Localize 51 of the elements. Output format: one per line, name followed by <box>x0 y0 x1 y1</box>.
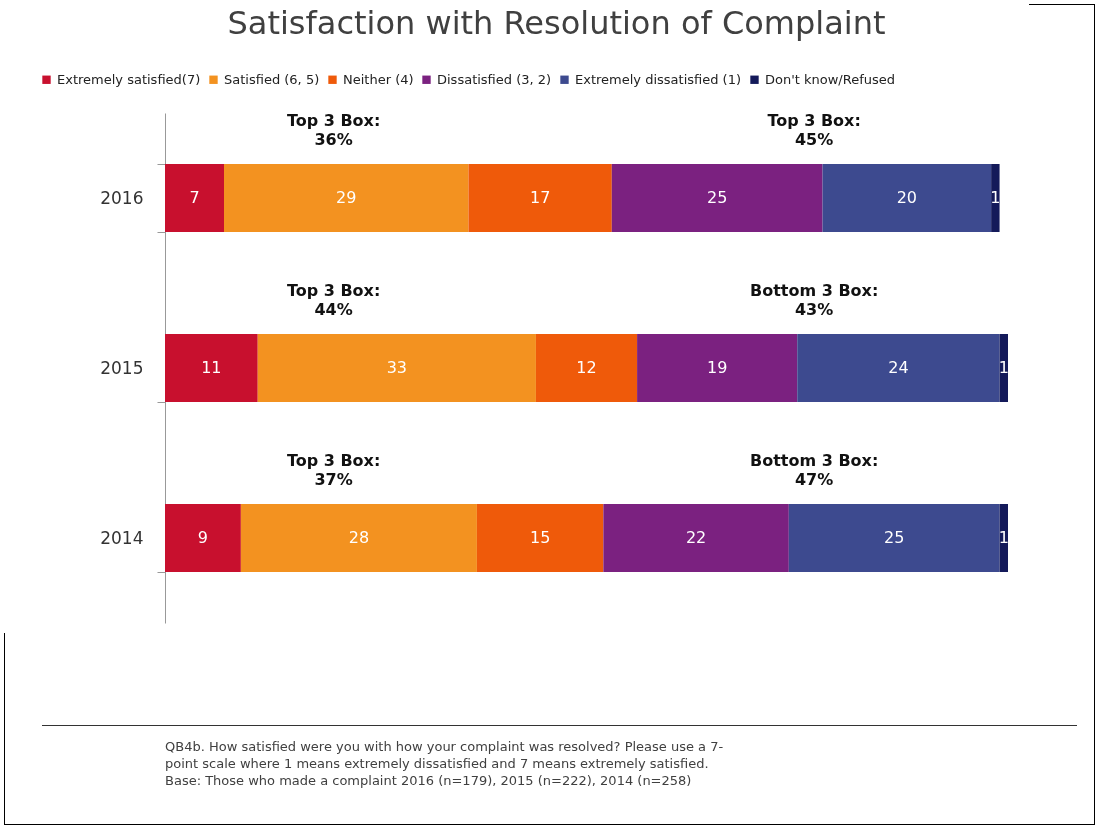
legend-label: Don't know/Refused <box>765 71 896 87</box>
legend-label: Extremely satisfied(7) <box>57 71 201 87</box>
annotation: Top 3 Box: 45% <box>767 111 861 149</box>
bar <box>476 504 604 572</box>
annotation: Top 3 Box: 37% <box>286 451 381 489</box>
annotation: Top 3 Box: 44% <box>286 281 381 319</box>
data-label: 33 <box>386 358 407 377</box>
text: QB4b. How satisfied were you with how your complaint was resolved? Please use a 7- point scale where 1 means extremely dissatisfied and 7 means extremely satisfied. Base: Those who made a complaint 2016 (n=179), 2015 (n=222), 2014 (n=258) <box>165 738 724 789</box>
data-label: 29 <box>336 188 357 207</box>
legend-label: Extremely dissatisfied (1) <box>575 71 742 87</box>
legend-label: Dissatisfied (3, 2) <box>437 71 552 87</box>
data-label: 15 <box>529 528 551 547</box>
bar <box>240 504 477 572</box>
y-tick-label: 2016 <box>100 187 144 208</box>
annotation: Bottom 3 Box: 43% <box>749 281 879 319</box>
data-label: 24 <box>888 358 909 377</box>
bar <box>822 164 992 232</box>
data-label: 25 <box>706 188 728 207</box>
data-label: 11 <box>201 358 222 377</box>
bar <box>603 504 789 572</box>
data-label: 7 <box>189 188 200 207</box>
chart-title: Satisfaction with Resolution of Complaint <box>227 4 886 42</box>
y-tick-label: 2015 <box>100 357 144 378</box>
bar <box>165 504 241 572</box>
annotation: Top 3 Box: 36% <box>286 111 381 149</box>
legend-label: Neither (4) <box>343 71 414 87</box>
bar <box>224 164 469 232</box>
data-label: 25 <box>884 528 905 547</box>
bar <box>611 164 823 232</box>
bar <box>165 334 258 402</box>
bar <box>165 164 225 232</box>
bar <box>468 164 612 232</box>
bar <box>535 334 638 402</box>
data-label: 22 <box>685 528 707 547</box>
data-label: 20 <box>896 188 918 207</box>
legend-label: Satisfied (6, 5) <box>224 71 320 87</box>
bar <box>788 504 1000 572</box>
bar <box>797 334 1000 402</box>
data-label: 28 <box>348 528 370 547</box>
annotation: Bottom 3 Box: 47% <box>749 451 879 489</box>
y-tick-label: 2014 <box>100 527 144 548</box>
bar <box>991 164 1000 232</box>
bar <box>257 334 536 402</box>
data-label: 19 <box>706 358 728 377</box>
data-label: 1 <box>990 188 1001 207</box>
bar <box>637 334 798 402</box>
data-label: 12 <box>576 358 597 377</box>
data-label: 1 <box>998 358 1009 377</box>
data-label: 9 <box>197 528 209 547</box>
data-label: 1 <box>998 528 1009 547</box>
data-label: 17 <box>529 188 551 207</box>
